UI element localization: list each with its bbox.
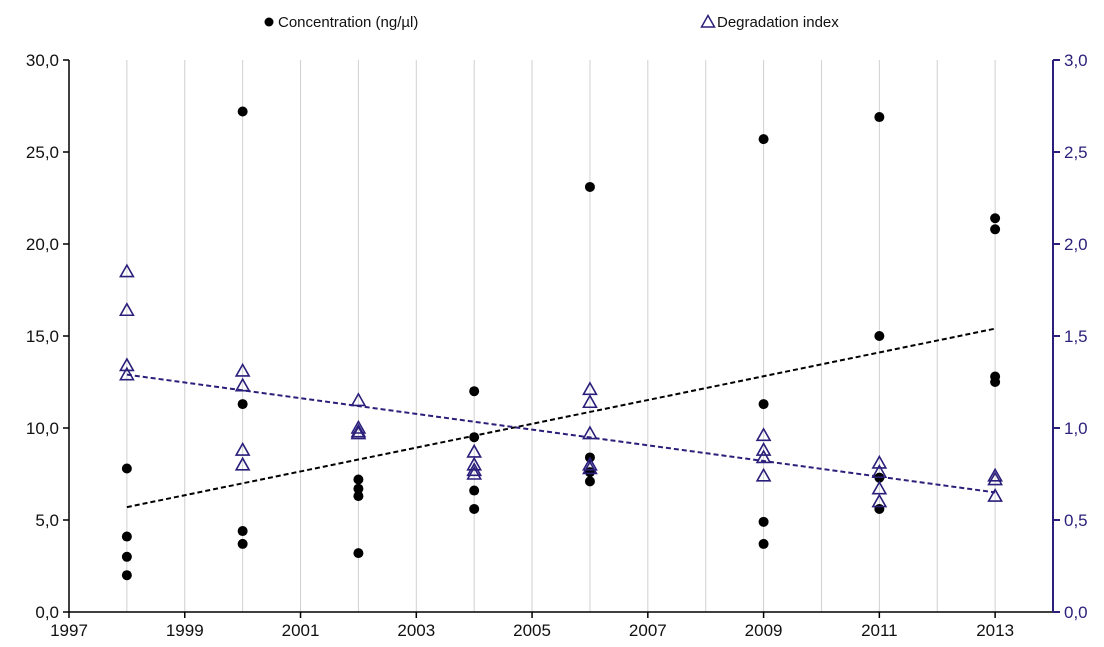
degradation-point bbox=[350, 423, 367, 438]
y-right-tick-label: 3,0 bbox=[1064, 51, 1088, 70]
degradation-point bbox=[755, 441, 772, 456]
y-left-tick-label: 10,0 bbox=[26, 419, 59, 438]
concentration-point bbox=[469, 485, 480, 496]
concentration-point bbox=[469, 432, 480, 443]
concentration-point bbox=[353, 491, 364, 502]
concentration-point bbox=[874, 331, 885, 341]
concentration-point bbox=[121, 463, 132, 474]
degradation-point bbox=[350, 392, 367, 407]
concentration-point bbox=[237, 526, 248, 537]
x-tick-label: 2009 bbox=[745, 621, 783, 640]
degradation-point bbox=[234, 456, 251, 471]
degradation-point bbox=[582, 456, 598, 471]
y-left-tick-label: 15,0 bbox=[26, 327, 59, 346]
x-tick-label: 1997 bbox=[50, 621, 88, 640]
concentration-point bbox=[353, 548, 364, 559]
y-right-tick-label: 0,5 bbox=[1064, 511, 1088, 530]
x-axis-ticks: 1997 1999 2001 2003 2005 2007 2009 2011 2013 bbox=[50, 612, 1014, 640]
y-left-tick-label: 5,0 bbox=[35, 511, 59, 530]
concentration-point bbox=[121, 570, 132, 581]
degradation-point bbox=[234, 441, 251, 456]
degradation-point bbox=[582, 394, 598, 409]
degradation-point bbox=[582, 425, 598, 440]
concentration-point bbox=[758, 538, 769, 549]
degradation-point bbox=[582, 460, 598, 475]
concentration-point bbox=[237, 399, 248, 410]
degradation-point bbox=[755, 467, 772, 482]
concentration-point bbox=[121, 551, 132, 562]
y-right-tick-label: 1,0 bbox=[1064, 419, 1088, 438]
concentration-point bbox=[990, 377, 1001, 387]
concentration-point bbox=[874, 112, 885, 123]
degradation-point bbox=[119, 366, 135, 381]
degradation-point bbox=[466, 456, 483, 471]
degradation-point bbox=[466, 462, 483, 477]
y-right-tick-label: 2,0 bbox=[1064, 235, 1088, 254]
legend-marker-triangle bbox=[700, 13, 716, 28]
y-right-axis-ticks: 0,0 0,5 1,0 1,5 2,0 2,5 3,0 bbox=[1053, 51, 1088, 622]
data-points bbox=[119, 106, 1003, 581]
y-left-tick-label: 0,0 bbox=[35, 603, 59, 622]
concentration-trendline bbox=[126, 327, 996, 509]
degradation-point bbox=[871, 454, 888, 469]
concentration-point bbox=[353, 474, 364, 485]
x-tick-label: 2013 bbox=[976, 621, 1014, 640]
concentration-point bbox=[469, 386, 480, 397]
x-tick-label: 2005 bbox=[513, 621, 551, 640]
concentration-point bbox=[469, 503, 480, 514]
degradation-point bbox=[350, 425, 367, 440]
x-tick-label: 2001 bbox=[282, 621, 320, 640]
degradation-point bbox=[987, 487, 1003, 502]
degradation-point bbox=[234, 377, 251, 392]
y-left-tick-label: 25,0 bbox=[26, 143, 59, 162]
degradation-point bbox=[755, 449, 772, 464]
x-tick-label: 1999 bbox=[166, 621, 204, 640]
legend-label-degradation: Degradation index bbox=[717, 14, 839, 31]
concentration-point bbox=[758, 399, 769, 410]
axes bbox=[68, 60, 1054, 613]
concentration-point bbox=[237, 106, 248, 117]
degradation-point bbox=[755, 427, 772, 442]
x-tick-label: 2011 bbox=[861, 621, 898, 640]
degradation-point bbox=[119, 302, 135, 317]
gridlines bbox=[126, 60, 996, 612]
concentration-point bbox=[121, 531, 132, 542]
x-tick-label: 2007 bbox=[629, 621, 667, 640]
legend-item-degradation: Degradation index bbox=[700, 13, 839, 31]
trendlines bbox=[126, 327, 996, 509]
y-right-tick-label: 1,5 bbox=[1064, 327, 1088, 346]
degradation-point bbox=[871, 464, 888, 478]
degradation-trendline bbox=[126, 373, 996, 494]
concentration-point bbox=[990, 213, 1001, 224]
degradation-point bbox=[119, 357, 135, 372]
legend: Concentration (ng/µl) Degradation index bbox=[264, 13, 839, 31]
concentration-point bbox=[584, 181, 595, 192]
degradation-point bbox=[119, 263, 135, 278]
x-tick-label: 2003 bbox=[397, 621, 435, 640]
y-left-tick-label: 20,0 bbox=[26, 235, 59, 254]
concentration-point bbox=[874, 503, 885, 514]
legend-marker-circle bbox=[264, 17, 274, 27]
concentration-point bbox=[990, 224, 1001, 235]
degradation-point bbox=[350, 419, 367, 434]
legend-label-concentration: Concentration (ng/µl) bbox=[278, 14, 418, 31]
y-left-tick-label: 30,0 bbox=[26, 51, 59, 70]
degradation-point bbox=[466, 465, 483, 480]
y-right-tick-label: 2,5 bbox=[1064, 143, 1088, 162]
y-left-axis-ticks: 0,0 5,0 10,0 15,0 20,0 25,0 30,0 bbox=[26, 51, 69, 622]
y-right-tick-label: 0,0 bbox=[1064, 603, 1088, 622]
degradation-point bbox=[871, 493, 888, 508]
concentration-point bbox=[758, 516, 769, 527]
concentration-point bbox=[353, 483, 364, 494]
concentration-point bbox=[758, 134, 769, 145]
concentration-point bbox=[584, 476, 595, 487]
degradation-point bbox=[987, 471, 1003, 486]
concentration-point bbox=[237, 538, 248, 549]
legend-item-concentration: Concentration (ng/µl) bbox=[264, 14, 418, 31]
degradation-point bbox=[234, 362, 251, 377]
degradation-point bbox=[987, 467, 1003, 482]
